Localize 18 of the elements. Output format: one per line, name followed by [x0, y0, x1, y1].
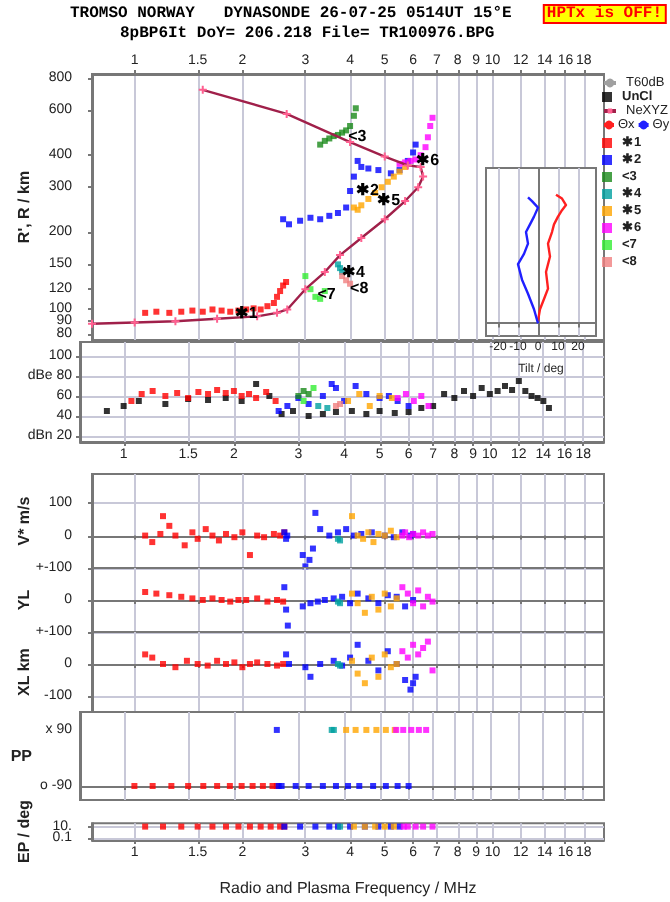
annotation: ✱2	[355, 181, 380, 200]
y-axis-title: YL	[15, 589, 33, 611]
text: HPTx is OFF!	[546, 5, 662, 23]
x-axis-title: Radio and Plasma Frequency / MHz	[219, 879, 477, 897]
chart-subtitle: 8pBP6It DoY= 206.218 File= TR100976.BPG	[120, 25, 495, 43]
y-axis-title: PP	[10, 747, 34, 765]
annotation: ✱1	[234, 303, 259, 322]
annotation: ✱4	[342, 263, 367, 282]
annotation: <3	[348, 127, 368, 146]
y-axis-title: V* m/s	[15, 495, 33, 546]
annotation: ✱6	[416, 151, 441, 170]
chart-title: TROMSO NORWAY DYNASONDE 26-07-25 0514UT 15°E	[70, 5, 513, 23]
annotation: <8	[350, 279, 370, 298]
y-axis-title: R', R / km	[15, 170, 33, 244]
annotation: ✱5	[377, 191, 402, 210]
y-axis-title: EP / deg	[15, 799, 33, 863]
annotation: <7	[317, 284, 337, 303]
y-axis-title: XL km	[15, 648, 33, 696]
